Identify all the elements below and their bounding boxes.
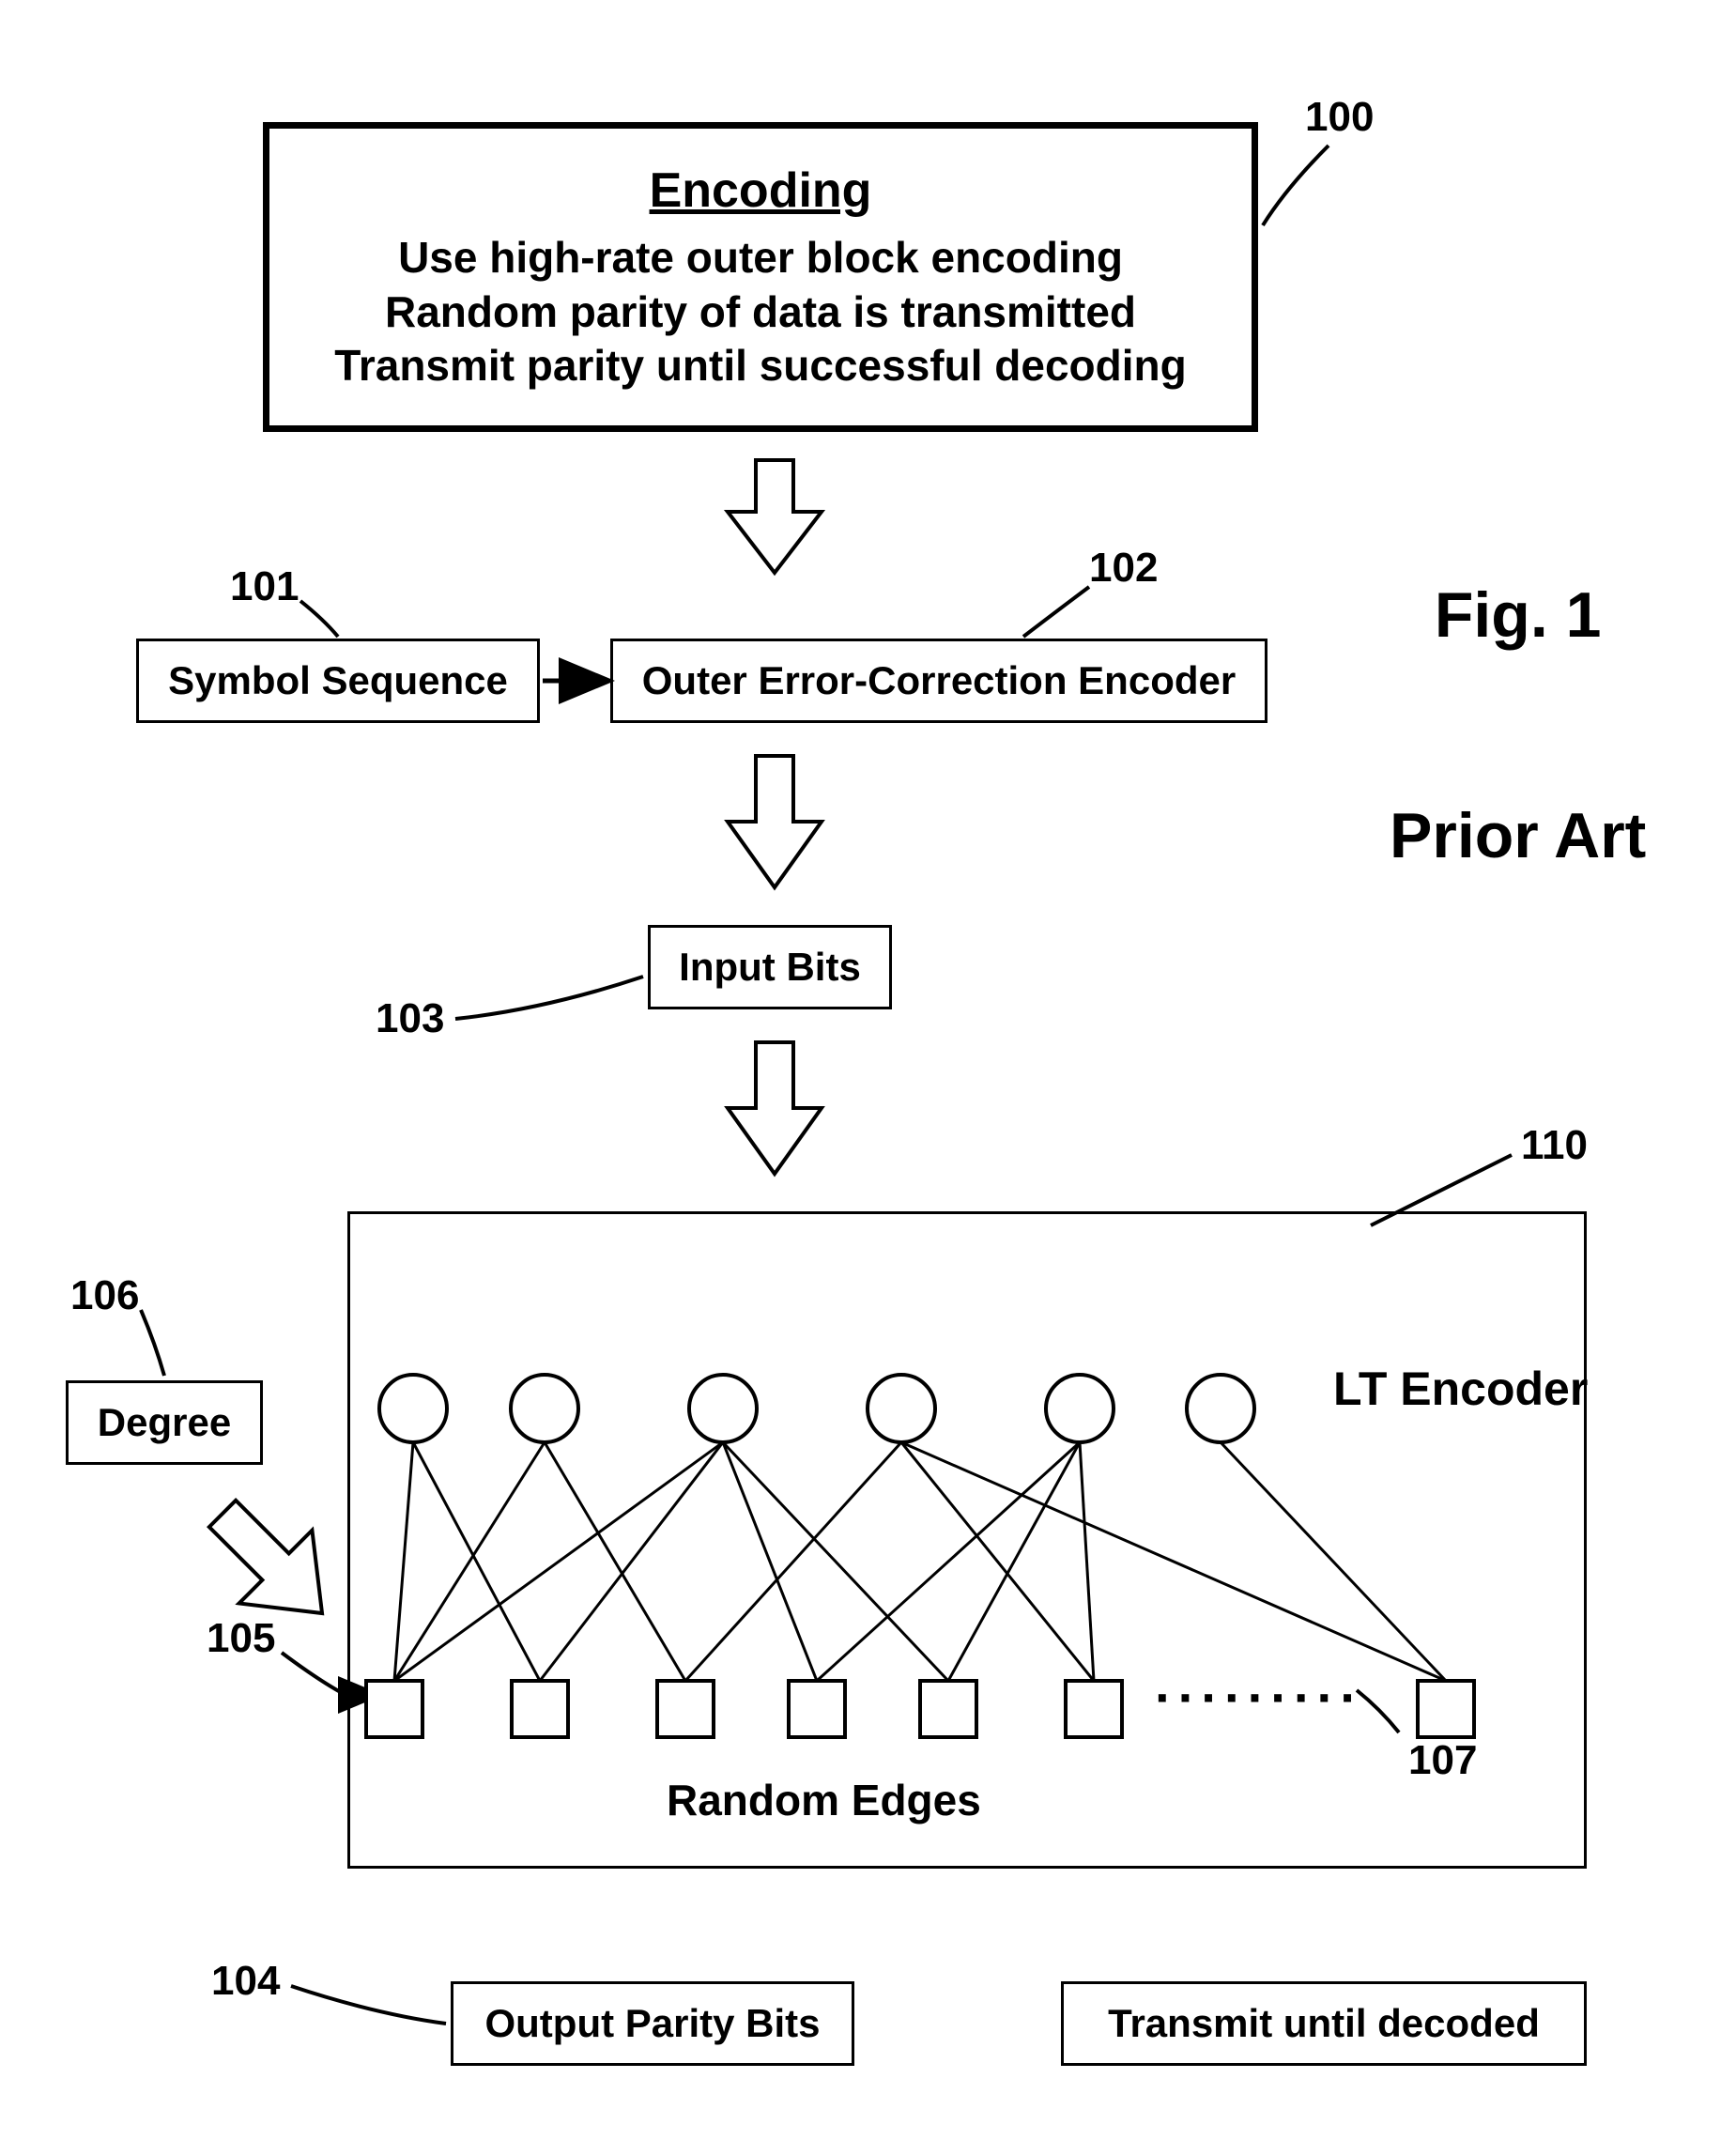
ref-107: 107 [1408,1737,1477,1784]
diagram-canvas: Fig. 1 Prior Art Encoding Use high-rate … [0,0,1736,2140]
arrow-inputbits-to-lt [723,1038,826,1178]
outer-encoder-box: Outer Error-Correction Encoder [610,639,1267,723]
figure-subtitle: Prior Art [1390,799,1646,872]
encoding-title: Encoding [650,161,872,222]
encoding-box: Encoding Use high-rate outer block encod… [263,122,1258,432]
encoding-line3: Transmit parity until successful decodin… [334,339,1186,393]
degree-label: Degree [98,1398,231,1448]
ref-102: 102 [1089,545,1158,592]
ref-105: 105 [207,1615,275,1662]
outer-encoder-label: Outer Error-Correction Encoder [642,656,1236,706]
figure-label: Fig. 1 Prior Art [1390,432,1646,1020]
degree-box: Degree [66,1380,263,1465]
transmit-until-box: Transmit until decoded [1061,1981,1587,2066]
ref-101: 101 [230,563,299,610]
lt-encoder-label: LT Encoder [1333,1362,1588,1416]
output-parity-label: Output Parity Bits [484,1999,820,2049]
continuation-dots: ········· [1155,1667,1363,1728]
symbol-sequence-box: Symbol Sequence [136,639,540,723]
symbol-sequence-label: Symbol Sequence [168,656,508,706]
ref-110: 110 [1521,1122,1588,1169]
encoding-line2: Random parity of data is transmitted [385,285,1136,340]
input-bits-label: Input Bits [679,943,861,993]
random-edges-label: Random Edges [667,1775,981,1825]
ref-104: 104 [211,1958,280,2005]
figure-number: Fig. 1 [1390,578,1646,652]
arrow-encoding-to-outer [723,455,826,577]
output-parity-box: Output Parity Bits [451,1981,854,2066]
arrow-outer-to-inputbits [723,751,826,892]
transmit-until-label: Transmit until decoded [1108,1999,1540,2049]
ref-103: 103 [376,995,444,1042]
ref-100: 100 [1305,94,1374,141]
encoding-line1: Use high-rate outer block encoding [398,231,1123,285]
ref-106: 106 [70,1272,139,1319]
lt-encoder-box [347,1211,1587,1869]
input-bits-box: Input Bits [648,925,892,1009]
